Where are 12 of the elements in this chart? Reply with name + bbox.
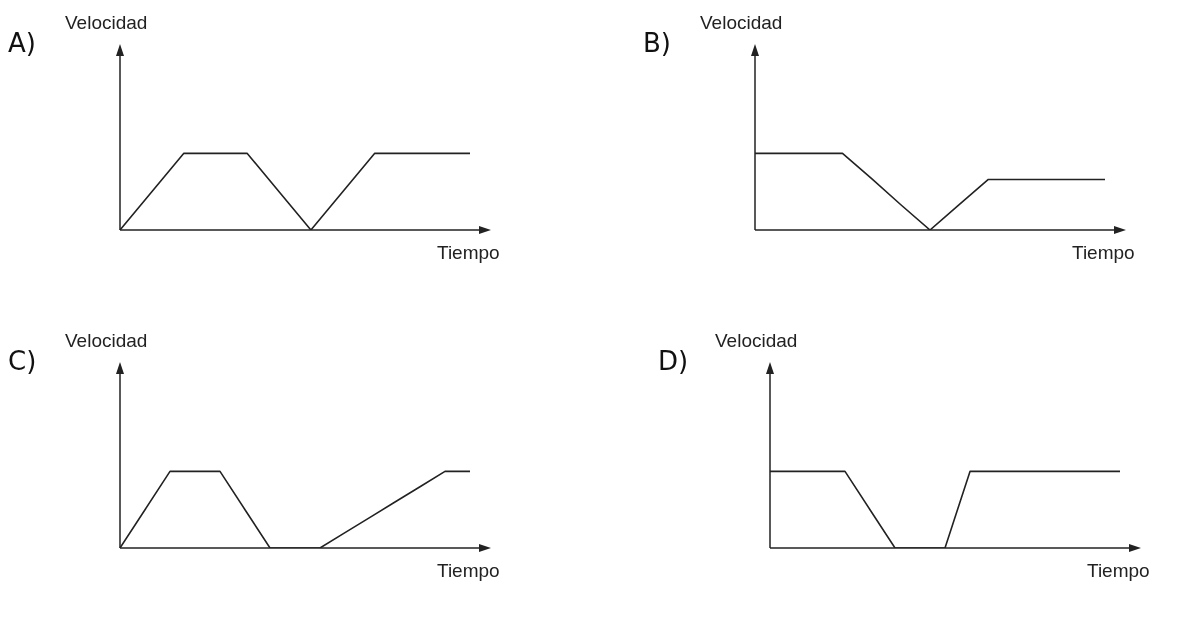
y-axis-title: Velocidad <box>65 12 148 34</box>
x-axis-title: Tiempo <box>437 560 500 582</box>
y-axis-title: Velocidad <box>715 330 798 352</box>
x-axis-title: Tiempo <box>437 242 500 264</box>
x-axis-title: Tiempo <box>1087 560 1150 582</box>
chart-title: C) <box>8 346 37 376</box>
chart-title: D) <box>658 346 689 376</box>
y-axis-title: Velocidad <box>65 330 148 352</box>
chart-title: B) <box>643 28 671 58</box>
x-axis-title: Tiempo <box>1072 242 1135 264</box>
y-axis-title: Velocidad <box>700 12 783 34</box>
chart-title: A) <box>8 28 36 58</box>
